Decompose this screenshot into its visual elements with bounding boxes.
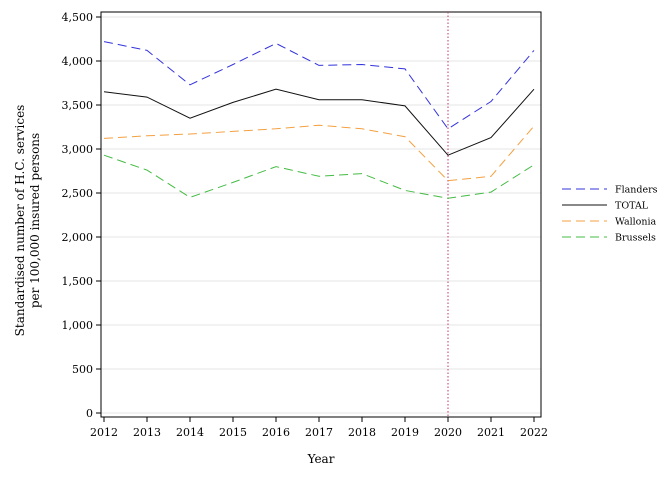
series-line-wallonia (103, 124, 535, 182)
y-axis-title-line-1: Standardised number of H.C. services (13, 105, 27, 337)
x-tick-label: 2013 (133, 426, 161, 439)
x-tick-label: 2016 (262, 426, 290, 439)
y-tick-label: 3,500 (62, 99, 94, 112)
legend-label: Brussels (615, 233, 656, 244)
legend: Flanders TOTAL Wallonia Brussels (562, 185, 658, 244)
series-line-total (103, 88, 535, 156)
series-layer (103, 41, 535, 199)
y-tick-label: 2,000 (62, 231, 94, 244)
x-tick-label: 2021 (477, 426, 505, 439)
series-line-brussels (103, 154, 535, 199)
legend-label: TOTAL (615, 201, 649, 212)
y-tick-label: 4,500 (62, 11, 94, 24)
y-axis-title-line-2: per 100,000 insured persons (28, 133, 42, 308)
x-axis: 2012 2013 2014 2015 2016 2017 2018 2019 2020 2021… (90, 417, 548, 439)
y-tick-label: 1,000 (62, 319, 94, 332)
y-axis: 0 500 1,000 1,500 2,000 2,500 3,000 3,500 4,000 4… (62, 11, 101, 420)
y-tick-label: 500 (72, 363, 93, 376)
x-axis-title: Year (307, 452, 335, 466)
legend-label: Wallonia (615, 217, 657, 228)
x-tick-label: 2020 (434, 426, 462, 439)
x-tick-label: 2018 (348, 426, 376, 439)
x-tick-label: 2014 (176, 426, 204, 439)
y-tick-label: 0 (86, 407, 93, 420)
y-tick-label: 1,500 (62, 275, 94, 288)
x-tick-label: 2012 (90, 426, 118, 439)
x-tick-label: 2019 (391, 426, 419, 439)
x-tick-label: 2022 (520, 426, 548, 439)
y-tick-label: 4,000 (62, 55, 94, 68)
series-line-flanders (103, 41, 535, 130)
x-tick-label: 2015 (219, 426, 247, 439)
plot-area (100, 11, 542, 418)
y-tick-label: 2,500 (62, 187, 94, 200)
gridlines (101, 16, 541, 414)
y-tick-label: 3,000 (62, 143, 94, 156)
x-tick-label: 2017 (305, 426, 333, 439)
legend-label: Flanders (615, 185, 658, 196)
